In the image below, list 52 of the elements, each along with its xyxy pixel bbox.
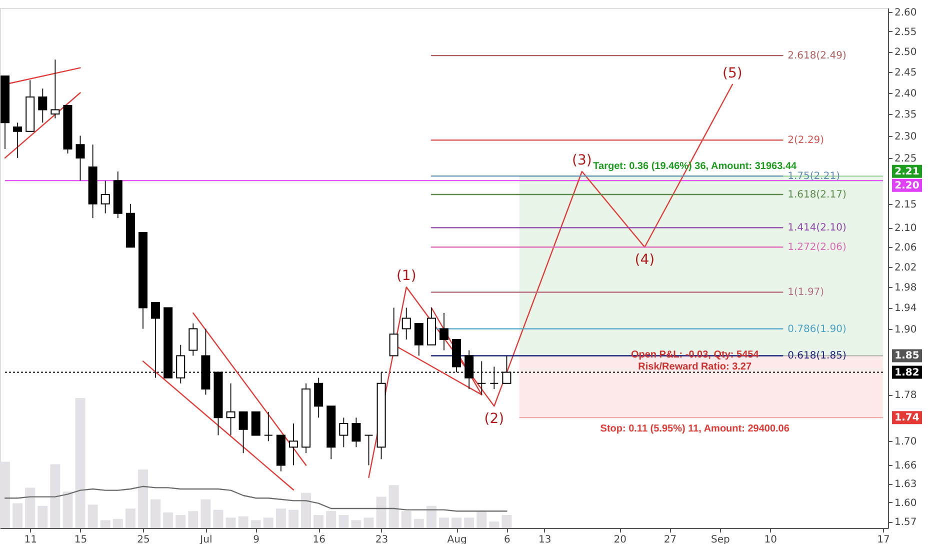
x-tick-label: 20 [614, 534, 626, 546]
y-tick-label: 2.15 [894, 199, 917, 210]
y-tick-label: 2.30 [894, 131, 917, 142]
y-tick-label: 2.10 [894, 223, 917, 234]
series-label: 2(2.29) [788, 135, 824, 146]
y-tick-label: 2.55 [894, 27, 917, 38]
y-tick-label: 2.02 [894, 262, 917, 274]
y-tick-label: 1.90 [894, 324, 917, 336]
series-label: 0.618(1.85) [788, 350, 846, 362]
series-label: 1.272(2.06) [788, 242, 846, 254]
series-label: 1.414(2.10) [788, 222, 846, 234]
y-tick-label: 2.40 [894, 88, 917, 100]
series-label: 2.618(2.49) [788, 50, 846, 62]
x-tick-label: 6 [504, 534, 510, 546]
y-tick-label: 1.66 [894, 460, 917, 472]
series-label: 1(1.97) [788, 287, 824, 298]
annotation: (1) [396, 268, 416, 284]
y-tick-label: 2.60 [894, 7, 917, 18]
y-tick-label: 1.98 [894, 282, 917, 294]
y-tick-label: 1.60 [894, 498, 917, 509]
y-tick-label: 2.06 [894, 242, 917, 254]
x-tick-label: 11 [24, 534, 37, 546]
x-tick-label: 17 [877, 534, 890, 546]
series-label: 1.618(2.17) [788, 190, 846, 201]
band-label: Stop: 0.11 (5.95%) 11, Amount: 29400.06 [600, 424, 790, 435]
x-tick-label: 25 [137, 534, 150, 546]
y-tick-label: 2.35 [894, 110, 917, 121]
y-tick-label: 2.50 [894, 47, 917, 58]
y-tick-label: 1.57 [894, 517, 917, 528]
x-tick-label: 10 [764, 534, 777, 546]
y-tick-label: 1.63 [894, 479, 917, 490]
y-tick-label: 1.78 [894, 390, 917, 402]
x-tick-label: 27 [664, 534, 677, 546]
annotation: (4) [634, 252, 655, 268]
x-tick-label: 16 [312, 534, 326, 546]
annotation: (2) [484, 411, 504, 428]
x-tick-label: 13 [538, 534, 552, 546]
annotation: (3) [572, 152, 592, 169]
y-tick-label: 2.45 [894, 67, 917, 78]
x-tick-label: 15 [74, 534, 88, 546]
ref-line-label: 2.21 [894, 166, 920, 178]
y-tick-label: 2.25 [894, 153, 917, 164]
x-tick-label: 23 [375, 534, 388, 546]
annotation: (5) [722, 65, 742, 82]
y-tick-label: 1.70 [894, 436, 917, 448]
x-tick-label: 9 [253, 534, 260, 546]
y-tick-label: 1.94 [894, 303, 917, 314]
ref-line-label: 1.85 [894, 350, 920, 362]
ref-line-label: 1.82 [894, 367, 920, 378]
ref-line-label: 2.20 [894, 180, 920, 192]
ref-line-label: 1.74 [894, 412, 920, 424]
series-label: 0.786(1.90) [788, 324, 846, 335]
